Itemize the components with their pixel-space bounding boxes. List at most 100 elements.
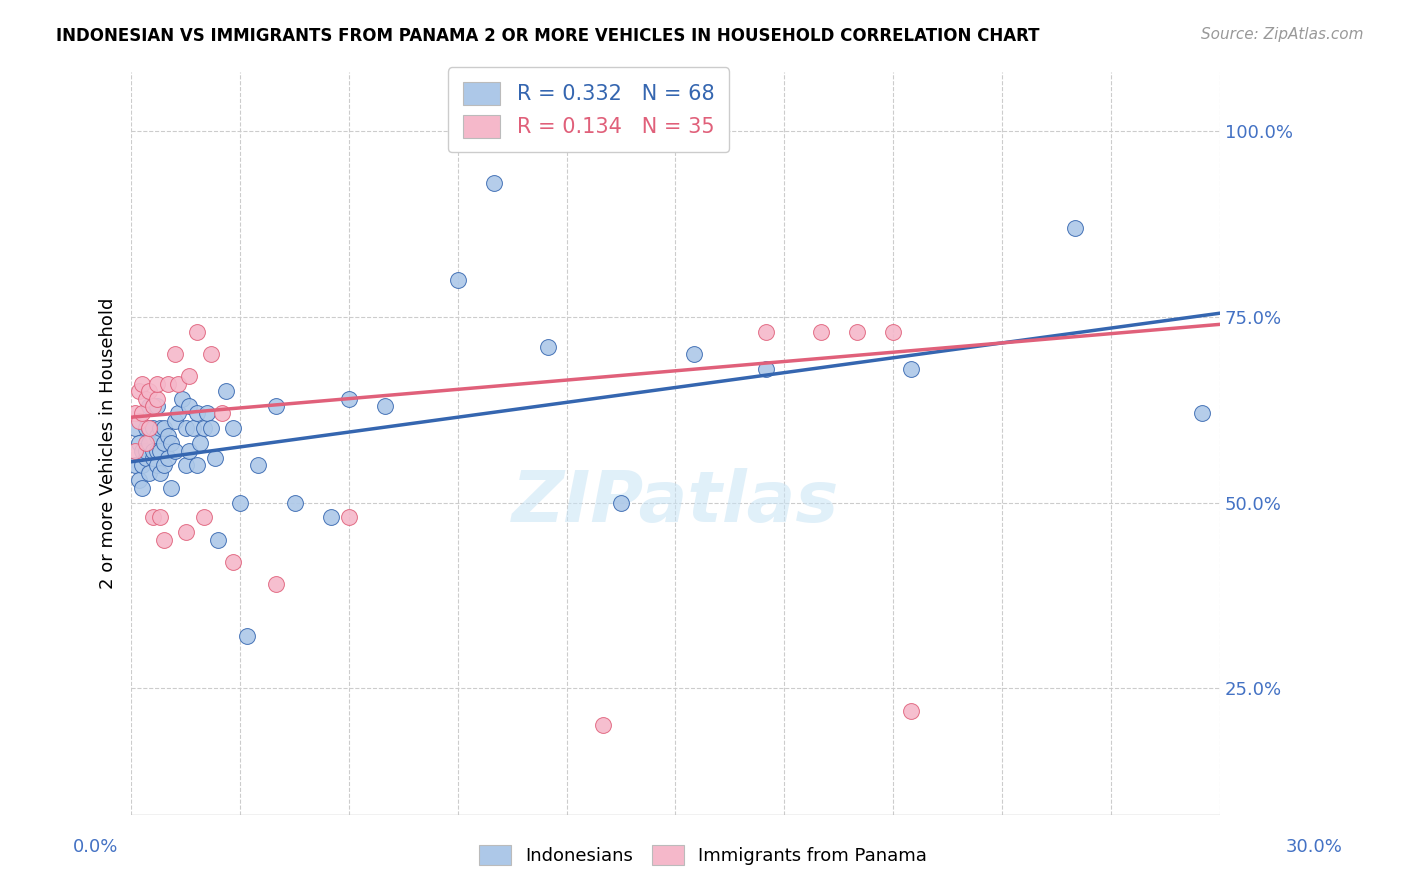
Point: [145, 458, 167, 473]
Point: [142, 443, 165, 458]
Point: [167, 407, 190, 421]
Point: [131, 443, 153, 458]
Point: [186, 407, 208, 421]
Point: [174, 421, 197, 435]
Point: [174, 525, 197, 540]
Point: [131, 458, 153, 473]
Point: [149, 443, 172, 458]
Point: [167, 376, 190, 391]
Point: [1063, 220, 1085, 235]
Point: [153, 533, 176, 547]
Point: [207, 533, 229, 547]
Point: [163, 443, 186, 458]
Point: [138, 384, 160, 399]
Point: [149, 466, 172, 480]
Point: [179, 399, 201, 413]
Point: [174, 458, 197, 473]
Point: [319, 510, 342, 524]
Point: [700, 124, 723, 138]
Point: [145, 443, 167, 458]
Point: [153, 421, 176, 435]
Point: [222, 555, 245, 569]
Point: [138, 399, 160, 413]
Point: [337, 510, 360, 524]
Point: [128, 384, 150, 399]
Point: [135, 451, 157, 466]
Point: [204, 451, 226, 466]
Point: [211, 407, 233, 421]
Point: [236, 629, 259, 643]
Point: [200, 347, 222, 361]
Point: [135, 443, 157, 458]
Point: [135, 421, 157, 435]
Point: [188, 436, 211, 450]
Text: INDONESIAN VS IMMIGRANTS FROM PANAMA 2 OR MORE VEHICLES IN HOUSEHOLD CORRELATION: INDONESIAN VS IMMIGRANTS FROM PANAMA 2 O…: [56, 27, 1040, 45]
Point: [755, 362, 778, 376]
Point: [135, 436, 157, 450]
Point: [128, 436, 150, 450]
Point: [156, 376, 179, 391]
Point: [222, 421, 245, 435]
Point: [142, 399, 165, 413]
Text: ZIPatlas: ZIPatlas: [512, 468, 839, 537]
Point: [131, 407, 153, 421]
Point: [149, 510, 172, 524]
Point: [138, 466, 160, 480]
Point: [163, 414, 186, 428]
Point: [1191, 407, 1213, 421]
Text: 30.0%: 30.0%: [1286, 838, 1343, 855]
Point: [283, 495, 305, 509]
Point: [186, 458, 208, 473]
Point: [142, 510, 165, 524]
Point: [124, 407, 146, 421]
Point: [266, 399, 288, 413]
Point: [447, 273, 470, 287]
Point: [337, 392, 360, 406]
Point: [214, 384, 236, 399]
Point: [592, 718, 614, 732]
Point: [200, 421, 222, 435]
Point: [156, 451, 179, 466]
Point: [160, 436, 183, 450]
Point: [124, 443, 146, 458]
Point: [153, 458, 176, 473]
Point: [145, 399, 167, 413]
Point: [755, 325, 778, 339]
Point: [153, 436, 176, 450]
Point: [900, 704, 922, 718]
Y-axis label: 2 or more Vehicles in Household: 2 or more Vehicles in Household: [100, 298, 117, 589]
Point: [181, 421, 204, 435]
Point: [145, 429, 167, 443]
Point: [128, 414, 150, 428]
Legend: R = 0.332   N = 68, R = 0.134   N = 35: R = 0.332 N = 68, R = 0.134 N = 35: [449, 68, 728, 153]
Point: [179, 369, 201, 384]
Point: [186, 325, 208, 339]
Point: [197, 407, 219, 421]
Point: [845, 325, 868, 339]
Point: [138, 436, 160, 450]
Point: [810, 325, 832, 339]
Point: [142, 399, 165, 413]
Point: [266, 577, 288, 591]
Point: [131, 376, 153, 391]
Point: [193, 510, 215, 524]
Point: [142, 421, 165, 435]
Point: [128, 473, 150, 487]
Point: [131, 481, 153, 495]
Point: [138, 421, 160, 435]
Point: [179, 443, 201, 458]
Point: [156, 429, 179, 443]
Point: [135, 392, 157, 406]
Point: [374, 399, 396, 413]
Legend: Indonesians, Immigrants from Panama: Indonesians, Immigrants from Panama: [470, 836, 936, 874]
Point: [610, 495, 633, 509]
Point: [149, 421, 172, 435]
Point: [247, 458, 270, 473]
Point: [193, 421, 215, 435]
Point: [229, 495, 252, 509]
Point: [682, 347, 704, 361]
Point: [882, 325, 904, 339]
Point: [160, 481, 183, 495]
Point: [163, 347, 186, 361]
Point: [170, 392, 193, 406]
